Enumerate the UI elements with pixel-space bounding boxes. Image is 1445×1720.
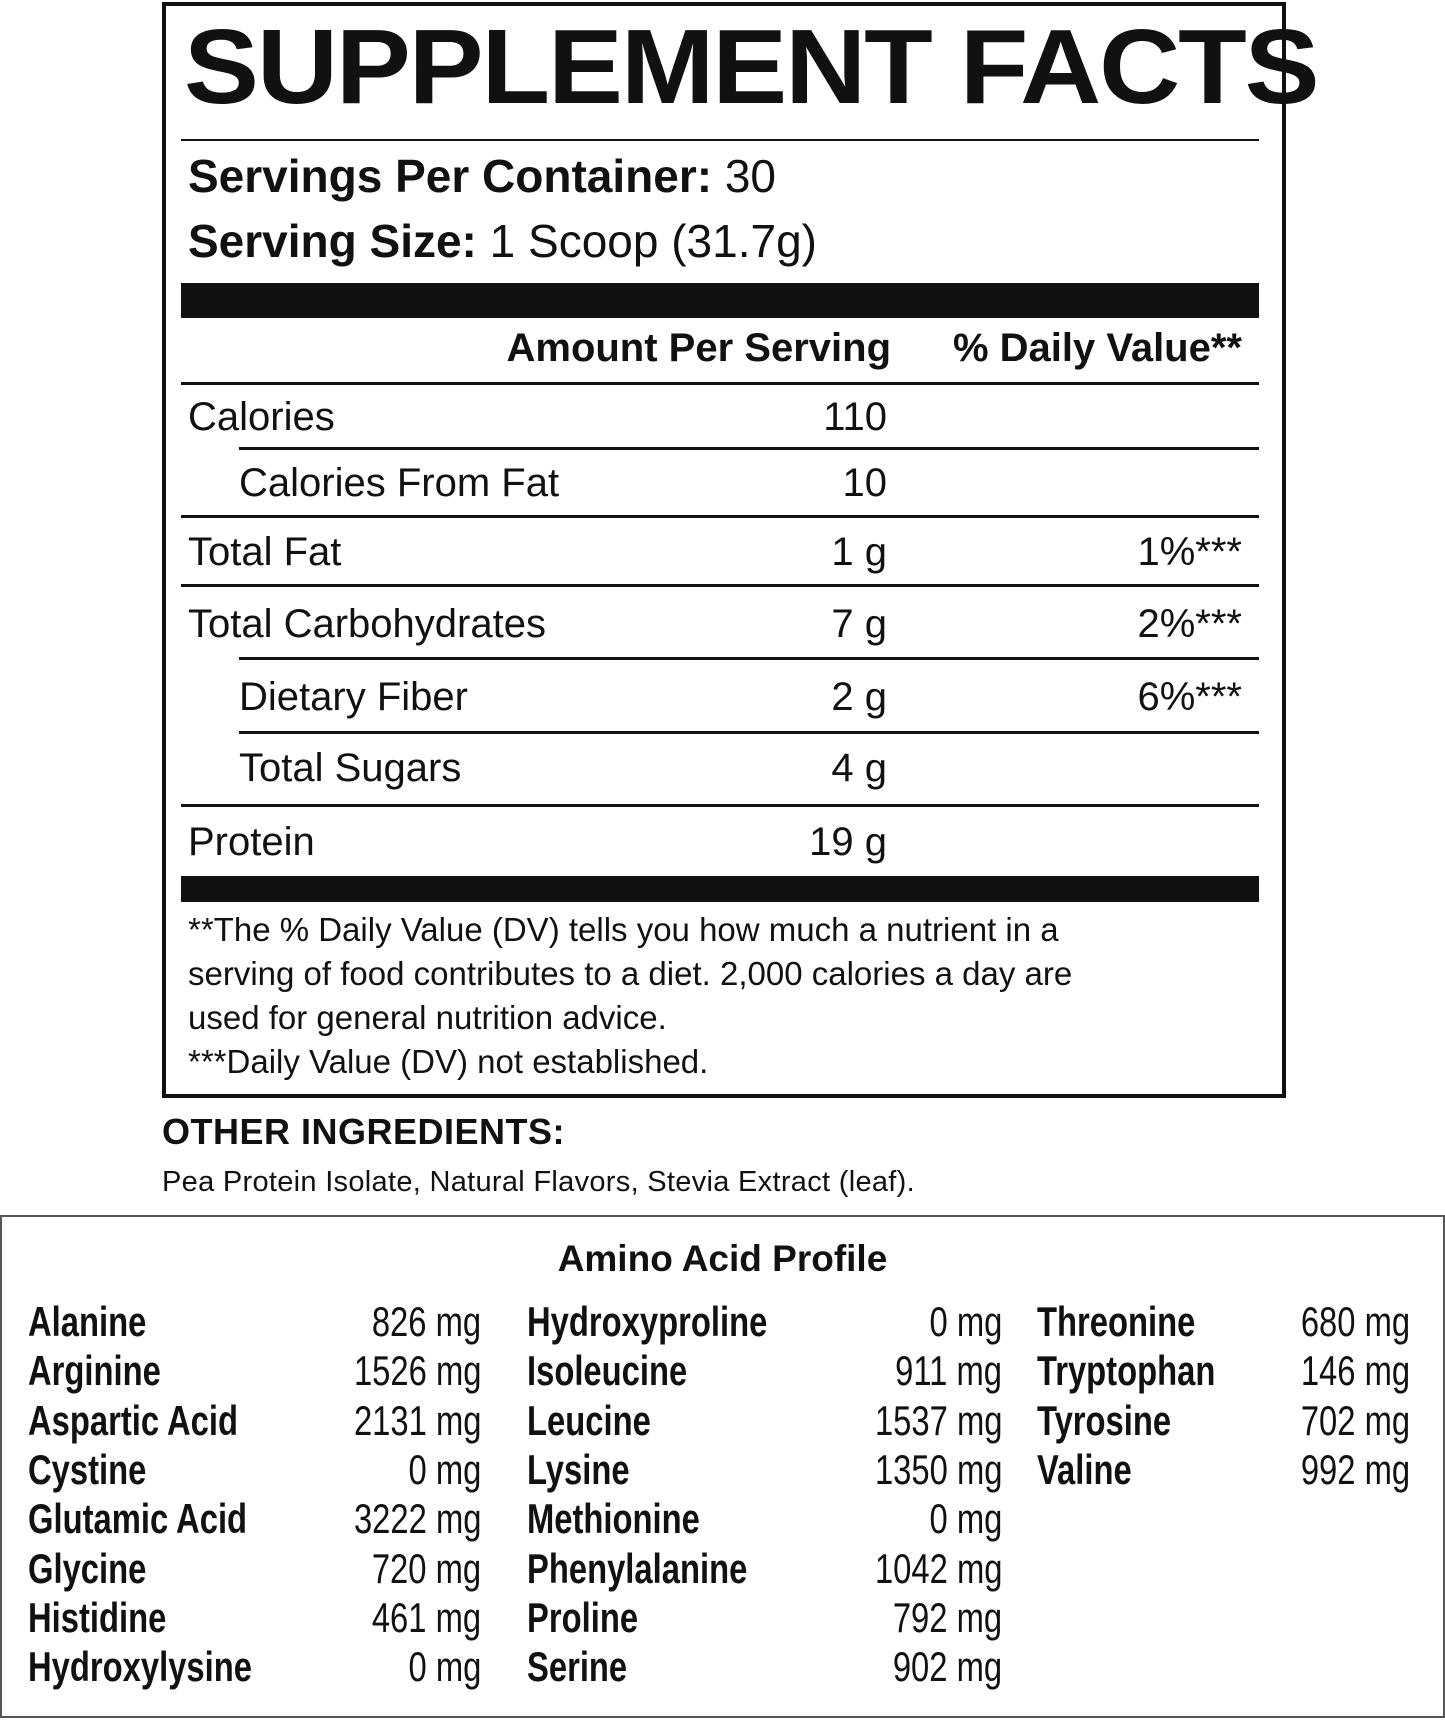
row-divider bbox=[239, 731, 1259, 734]
amino-amount: 0 mg bbox=[408, 1445, 481, 1493]
amino-name: Leucine bbox=[527, 1396, 651, 1444]
amino-amount: 992 mg bbox=[1300, 1445, 1410, 1493]
amino-amount: 902 mg bbox=[892, 1643, 1002, 1691]
servings-value: 30 bbox=[724, 150, 776, 202]
amino-name: Threonine bbox=[1037, 1298, 1196, 1345]
panel-title: SUPPLEMENT FACTS bbox=[184, 8, 1320, 126]
row-divider bbox=[181, 515, 1259, 518]
amino-amount: 2131 mg bbox=[353, 1396, 481, 1444]
amount-header: Amount Per Serving bbox=[506, 326, 891, 370]
amino-name: Glycine bbox=[28, 1544, 147, 1592]
amino-amount: 0 mg bbox=[929, 1298, 1002, 1345]
row-divider bbox=[181, 804, 1259, 807]
amino-name: Hydroxyproline bbox=[527, 1298, 768, 1345]
amino-name: Histidine bbox=[28, 1593, 167, 1641]
nutrient-name: Calories bbox=[188, 395, 335, 439]
nutrient-name: Total Carbohydrates bbox=[188, 602, 546, 646]
amino-name: Glutamic Acid bbox=[28, 1495, 248, 1543]
nutrient-name: Protein bbox=[188, 820, 315, 864]
amino-amount: 3222 mg bbox=[353, 1495, 481, 1543]
amino-name: Isoleucine bbox=[527, 1347, 688, 1395]
amino-amount: 146 mg bbox=[1300, 1347, 1410, 1395]
amino-name: Phenylalanine bbox=[527, 1544, 748, 1592]
divider bbox=[181, 382, 1259, 385]
thick-divider bbox=[181, 876, 1259, 902]
supplement-facts-panel bbox=[162, 2, 1286, 1098]
amino-amount: 826 mg bbox=[371, 1298, 481, 1345]
nutrient-amount: 10 bbox=[842, 461, 888, 505]
divider bbox=[181, 139, 1259, 141]
amino-acid-panel bbox=[0, 1215, 1445, 1718]
amino-name: Tyrosine bbox=[1037, 1396, 1172, 1444]
amino-name: Arginine bbox=[28, 1347, 161, 1395]
amino-name: Methionine bbox=[527, 1495, 700, 1543]
amino-amount: 720 mg bbox=[371, 1544, 481, 1592]
serving-size-value: 1 Scoop (31.7g) bbox=[489, 215, 817, 267]
serving-size: Serving Size: 1 Scoop (31.7g) bbox=[188, 218, 817, 264]
footnote: **The % Daily Value (DV) tells you how m… bbox=[188, 911, 1059, 948]
amino-name: Valine bbox=[1037, 1445, 1132, 1493]
nutrient-dv: 2%*** bbox=[1137, 602, 1242, 646]
nutrient-amount: 19 g bbox=[809, 820, 887, 864]
nutrient-dv: 1%*** bbox=[1137, 530, 1242, 574]
nutrient-amount: 110 bbox=[823, 395, 887, 439]
amino-amount: 0 mg bbox=[929, 1495, 1002, 1543]
amino-amount: 1350 mg bbox=[874, 1445, 1002, 1493]
amino-amount: 911 mg bbox=[895, 1347, 1002, 1395]
amino-amount: 1526 mg bbox=[353, 1347, 481, 1395]
dv-header: % Daily Value** bbox=[952, 326, 1242, 370]
amino-name: Proline bbox=[527, 1593, 639, 1641]
amino-amount: 1537 mg bbox=[874, 1396, 1002, 1444]
amino-title: Amino Acid Profile bbox=[557, 1238, 888, 1279]
amino-amount: 792 mg bbox=[892, 1593, 1002, 1641]
amino-name: Hydroxylysine bbox=[28, 1643, 252, 1691]
thick-divider bbox=[181, 283, 1259, 318]
nutrient-amount: 4 g bbox=[831, 746, 887, 790]
amino-amount: 680 mg bbox=[1300, 1298, 1410, 1345]
nutrient-name: Total Fat bbox=[188, 530, 342, 574]
amino-name: Serine bbox=[527, 1643, 628, 1691]
nutrient-amount: 7 g bbox=[831, 602, 887, 646]
nutrient-amount: 1 g bbox=[831, 530, 887, 574]
servings-per-container: Servings Per Container: 30 bbox=[188, 153, 776, 199]
nutrient-amount: 2 g bbox=[831, 675, 887, 719]
footnote: used for general nutrition advice. bbox=[188, 999, 667, 1036]
nutrient-dv: 6%*** bbox=[1137, 675, 1242, 719]
nutrient-name: Dietary Fiber bbox=[239, 675, 468, 719]
row-divider bbox=[239, 657, 1259, 660]
nutrient-name: Total Sugars bbox=[239, 746, 462, 790]
amino-amount: 0 mg bbox=[408, 1643, 481, 1691]
other-ingredients-heading: OTHER INGREDIENTS: bbox=[162, 1111, 566, 1152]
nutrient-name: Calories From Fat bbox=[239, 461, 560, 505]
row-divider bbox=[239, 447, 1259, 450]
other-ingredients-text: Pea Protein Isolate, Natural Flavors, St… bbox=[162, 1166, 915, 1198]
servings-label: Servings Per Container: bbox=[188, 150, 713, 202]
amino-amount: 702 mg bbox=[1300, 1396, 1410, 1444]
amino-amount: 1042 mg bbox=[874, 1544, 1002, 1592]
amino-amount: 461 mg bbox=[371, 1593, 481, 1641]
footnote: serving of food contributes to a diet. 2… bbox=[188, 955, 1073, 992]
amino-name: Tryptophan bbox=[1037, 1347, 1216, 1395]
amino-name: Cystine bbox=[28, 1445, 147, 1493]
row-divider bbox=[181, 584, 1259, 587]
footnote: ***Daily Value (DV) not established. bbox=[188, 1043, 709, 1080]
amino-name: Aspartic Acid bbox=[28, 1396, 238, 1444]
amino-name: Alanine bbox=[28, 1298, 147, 1345]
amino-name: Lysine bbox=[527, 1445, 630, 1493]
serving-size-label: Serving Size: bbox=[188, 215, 477, 267]
